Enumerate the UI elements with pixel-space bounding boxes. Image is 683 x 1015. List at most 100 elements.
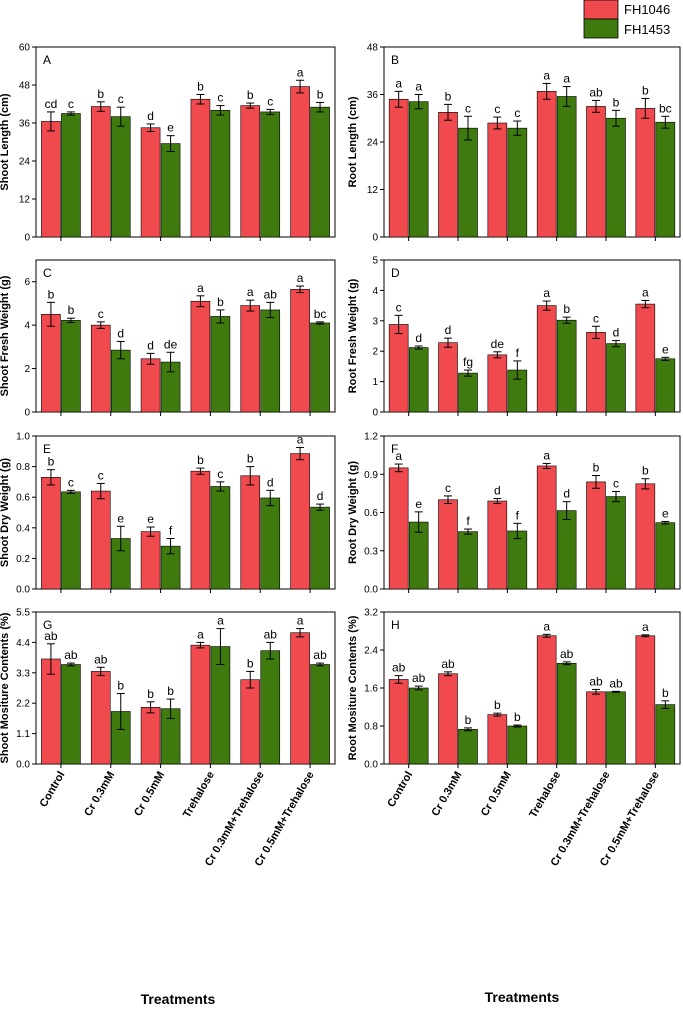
category-label-g-2: Cr 0.5mM (132, 770, 167, 819)
bar-f-s0-c1 (438, 499, 458, 590)
sig-letter-b-s1-c2: c (514, 106, 520, 120)
y-tick-label-d-3: 3 (372, 316, 378, 327)
sig-letter-f-s0-c3: a (543, 448, 550, 462)
plot-frame-a (35, 46, 336, 238)
y-tick-label-h-2: 1.6 (364, 684, 378, 695)
y-tick-label-d-5: 5 (372, 256, 378, 267)
bar-h-s0-c4 (586, 691, 606, 765)
sig-letter-c-s0-c0: b (48, 287, 55, 301)
error-bar-c-s1-c0 (66, 317, 75, 324)
x-axis-title-left: Treatments (141, 991, 216, 1007)
sig-letter-e-s1-c0: c (68, 475, 74, 489)
bar-h-s1-c5 (655, 704, 676, 765)
sig-letter-c-s1-c4: ab (264, 287, 278, 301)
sig-letter-b-s1-c0: a (415, 80, 422, 94)
error-bar-f-s0-c5 (641, 478, 650, 490)
error-bar-c-s0-c0 (46, 301, 55, 327)
error-bar-f-s1-c5 (661, 520, 670, 525)
error-bar-f-s0-c0 (394, 463, 403, 473)
panel-label-h: H (391, 618, 400, 632)
y-tick-label-h-4: 3.2 (364, 608, 378, 619)
sig-letter-b-s0-c5: b (642, 83, 649, 97)
bar-c-s1-c0 (61, 320, 81, 413)
sig-letter-g-s0-c0: ab (44, 629, 58, 643)
error-bar-c-s0-c2 (146, 352, 155, 365)
bar-e-s0-c1 (90, 490, 111, 590)
bar-c-s0-c0 (41, 313, 61, 413)
bar-b-s1-c3 (556, 96, 577, 238)
bar-h-s0-c5 (635, 635, 656, 765)
error-bar-g-s1-c0 (66, 662, 75, 667)
y-tick-label-h-1: 0.8 (364, 722, 378, 733)
error-bar-d-s0-c4 (592, 325, 600, 339)
bar-d-s1-c5 (655, 358, 676, 413)
bar-c-s1-c3 (210, 316, 231, 413)
sig-letter-f-s0-c1: c (445, 481, 451, 495)
sig-letter-c-s1-c3: b (217, 295, 224, 309)
error-bar-b-s0-c2 (493, 116, 502, 130)
sig-letter-d-s0-c0: c (396, 300, 402, 314)
error-bar-a-s1-c2 (166, 135, 175, 152)
bar-a-s1-c5 (310, 106, 330, 238)
bar-a-s0-c0 (41, 121, 61, 238)
error-bar-b-s0-c0 (394, 90, 403, 108)
y-axis-label-b: Root Length (cm) (347, 96, 359, 187)
panel-e: 0.0 0.2 0.4 0.6 0.8 1.0 Shoot Dry Weight (g) Eb… (0, 432, 336, 596)
y-tick-label-a-3: 36 (19, 119, 31, 130)
sig-letter-c-s1-c0: b (68, 303, 75, 317)
y-tick-label-d-2: 2 (372, 347, 378, 358)
error-bar-g-s1-c5 (316, 662, 325, 667)
error-bar-d-s0-c3 (542, 300, 551, 311)
bar-c-s1-c4 (260, 309, 281, 413)
sig-letter-a-s0-c3: b (197, 80, 204, 94)
sig-letter-d-s1-c0: d (415, 331, 422, 345)
sig-letter-a-s0-c4: b (247, 88, 254, 102)
sig-letter-b-s0-c0: a (395, 76, 402, 90)
sig-letter-e-s1-c5: d (317, 489, 324, 503)
bar-f-s0-c3 (536, 465, 557, 590)
y-tick-label-f-1: 0.3 (364, 546, 378, 557)
y-axis-label-a: Shoot Length (cm) (0, 93, 11, 190)
sig-letter-g-s0-c4: b (247, 656, 254, 670)
sig-letter-g-s0-c1: ab (94, 652, 108, 666)
error-bar-f-s0-c3 (542, 462, 551, 470)
sig-letter-h-s1-c2: b (514, 710, 521, 724)
error-bar-a-s0-c2 (146, 123, 155, 133)
bar-d-s0-c1 (438, 342, 458, 413)
sig-letter-c-s0-c4: a (247, 285, 254, 299)
sig-letter-h-s0-c3: a (543, 619, 550, 633)
error-bar-g-s0-c2 (146, 701, 155, 714)
y-tick-label-g-0: 0.0 (16, 760, 30, 771)
bar-f-s0-c0 (388, 467, 409, 590)
sig-letter-f-s1-c2: f (516, 508, 520, 522)
error-bar-a-s0-c1 (96, 101, 105, 112)
bar-d-s1-c1 (458, 372, 478, 413)
error-bar-d-s0-c5 (641, 299, 650, 309)
error-bar-b-s1-c4 (612, 109, 620, 127)
bar-g-s0-c3 (190, 644, 211, 765)
y-tick-label-e-0: 0.0 (16, 585, 30, 596)
bar-f-s0-c2 (487, 500, 508, 590)
bar-c-s0-c5 (290, 289, 310, 413)
error-bar-e-s0-c0 (46, 469, 55, 486)
bar-d-s0-c5 (635, 303, 656, 413)
sig-letter-b-s0-c4: ab (589, 85, 603, 99)
panel-label-g: G (43, 618, 52, 632)
bar-b-s0-c2 (487, 122, 508, 238)
error-bar-e-s1-c2 (166, 538, 175, 555)
bar-h-s1-c4 (606, 691, 626, 765)
y-tick-label-c-1: 2 (24, 364, 30, 375)
bar-b-s1-c5 (655, 121, 676, 238)
plot-frame-g (35, 611, 336, 765)
error-bar-e-s0-c1 (96, 482, 105, 500)
x-axis-title-right: Treatments (485, 989, 560, 1005)
sig-letter-a-s1-c4: c (267, 94, 273, 108)
y-tick-label-a-1: 12 (19, 195, 31, 206)
error-bar-c-s0-c1 (96, 321, 105, 329)
